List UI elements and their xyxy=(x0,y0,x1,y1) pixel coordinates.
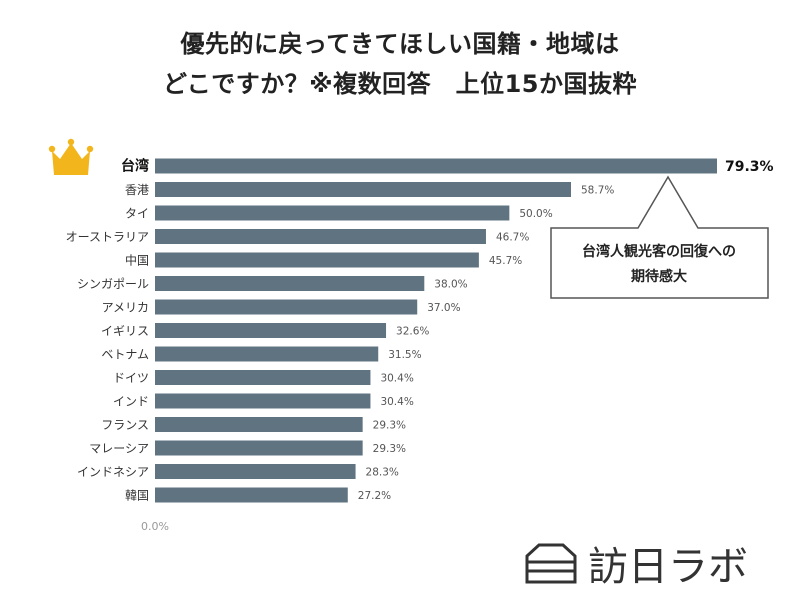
value-label-8: 32.6% xyxy=(396,326,429,338)
category-label-4: オーストラリア xyxy=(66,230,149,244)
category-label-14: インドネシア xyxy=(77,465,149,479)
value-label-9: 31.5% xyxy=(388,349,421,361)
chart-title-line-2: どこですか？※複数回答 上位15か国抜粋 xyxy=(162,70,637,98)
logo-mark-icon xyxy=(525,543,577,584)
bar-10 xyxy=(155,370,371,385)
chart-title-line-1: 優先的に戻ってきてほしい国籍・地域は xyxy=(180,30,620,58)
bar-13 xyxy=(155,440,363,456)
bar-5 xyxy=(155,252,479,268)
category-label-2: 香港 xyxy=(125,183,149,197)
bar-12 xyxy=(155,417,363,432)
axis-tick-label-zero: 0.0% xyxy=(141,520,169,533)
value-label-10: 30.4% xyxy=(380,373,413,385)
bar-1 xyxy=(155,158,717,174)
bar-4 xyxy=(155,229,486,244)
value-labels: 79.3% 58.7% 50.0% 46.7% 45.7% 38.0% 37.0% 32.6%… xyxy=(358,159,774,502)
bars-layer xyxy=(155,158,717,503)
callout-text-line-2: 期待感大 xyxy=(631,268,687,285)
value-label-4: 46.7% xyxy=(496,232,529,244)
category-label-15: 韓国 xyxy=(125,489,149,503)
callout-text-line-1: 台湾人観光客の回復への xyxy=(582,243,736,260)
category-label-9: ベトナム xyxy=(101,348,149,362)
bar-15 xyxy=(155,487,348,503)
category-label-12: フランス xyxy=(101,418,149,432)
category-label-1: 台湾 xyxy=(121,158,149,175)
value-label-2: 58.7% xyxy=(581,185,614,197)
category-label-6: シンガポール xyxy=(77,277,149,291)
value-label-11: 30.4% xyxy=(380,396,413,408)
bar-11 xyxy=(155,393,371,409)
bar-3 xyxy=(155,205,510,221)
logo-text: 訪日ラボ xyxy=(588,544,748,590)
value-label-5: 45.7% xyxy=(489,255,522,267)
category-label-8: イギリス xyxy=(101,324,149,338)
value-label-12: 29.3% xyxy=(373,420,406,432)
value-label-6: 38.0% xyxy=(434,279,467,291)
value-label-15: 27.2% xyxy=(358,490,391,502)
category-label-3: タイ xyxy=(125,207,149,221)
bar-8 xyxy=(155,323,387,338)
category-label-11: インド xyxy=(113,395,149,409)
category-label-13: マレーシア xyxy=(89,442,149,456)
value-label-7: 37.0% xyxy=(427,302,460,314)
value-label-3: 50.0% xyxy=(519,208,552,220)
bar-6 xyxy=(155,276,425,291)
bar-7 xyxy=(155,299,418,315)
brand-logo: 訪日ラボ xyxy=(525,543,748,590)
callout-balloon: 台湾人観光客の回復への 期待感大 xyxy=(550,175,769,299)
value-label-1: 79.3% xyxy=(725,159,774,175)
category-label-10: ドイツ xyxy=(113,371,149,385)
value-label-14: 28.3% xyxy=(366,467,399,479)
bar-2 xyxy=(155,182,572,197)
category-label-5: 中国 xyxy=(125,253,149,268)
value-label-13: 29.3% xyxy=(373,443,406,455)
category-label-7: アメリカ xyxy=(102,301,149,315)
category-labels: 台湾香港タイオーストラリア中国シンガポールアメリカイギリスベトナムドイツインドフ… xyxy=(66,158,149,503)
crown-icon xyxy=(48,138,94,175)
bar-9 xyxy=(155,346,379,362)
bar-14 xyxy=(155,464,356,479)
